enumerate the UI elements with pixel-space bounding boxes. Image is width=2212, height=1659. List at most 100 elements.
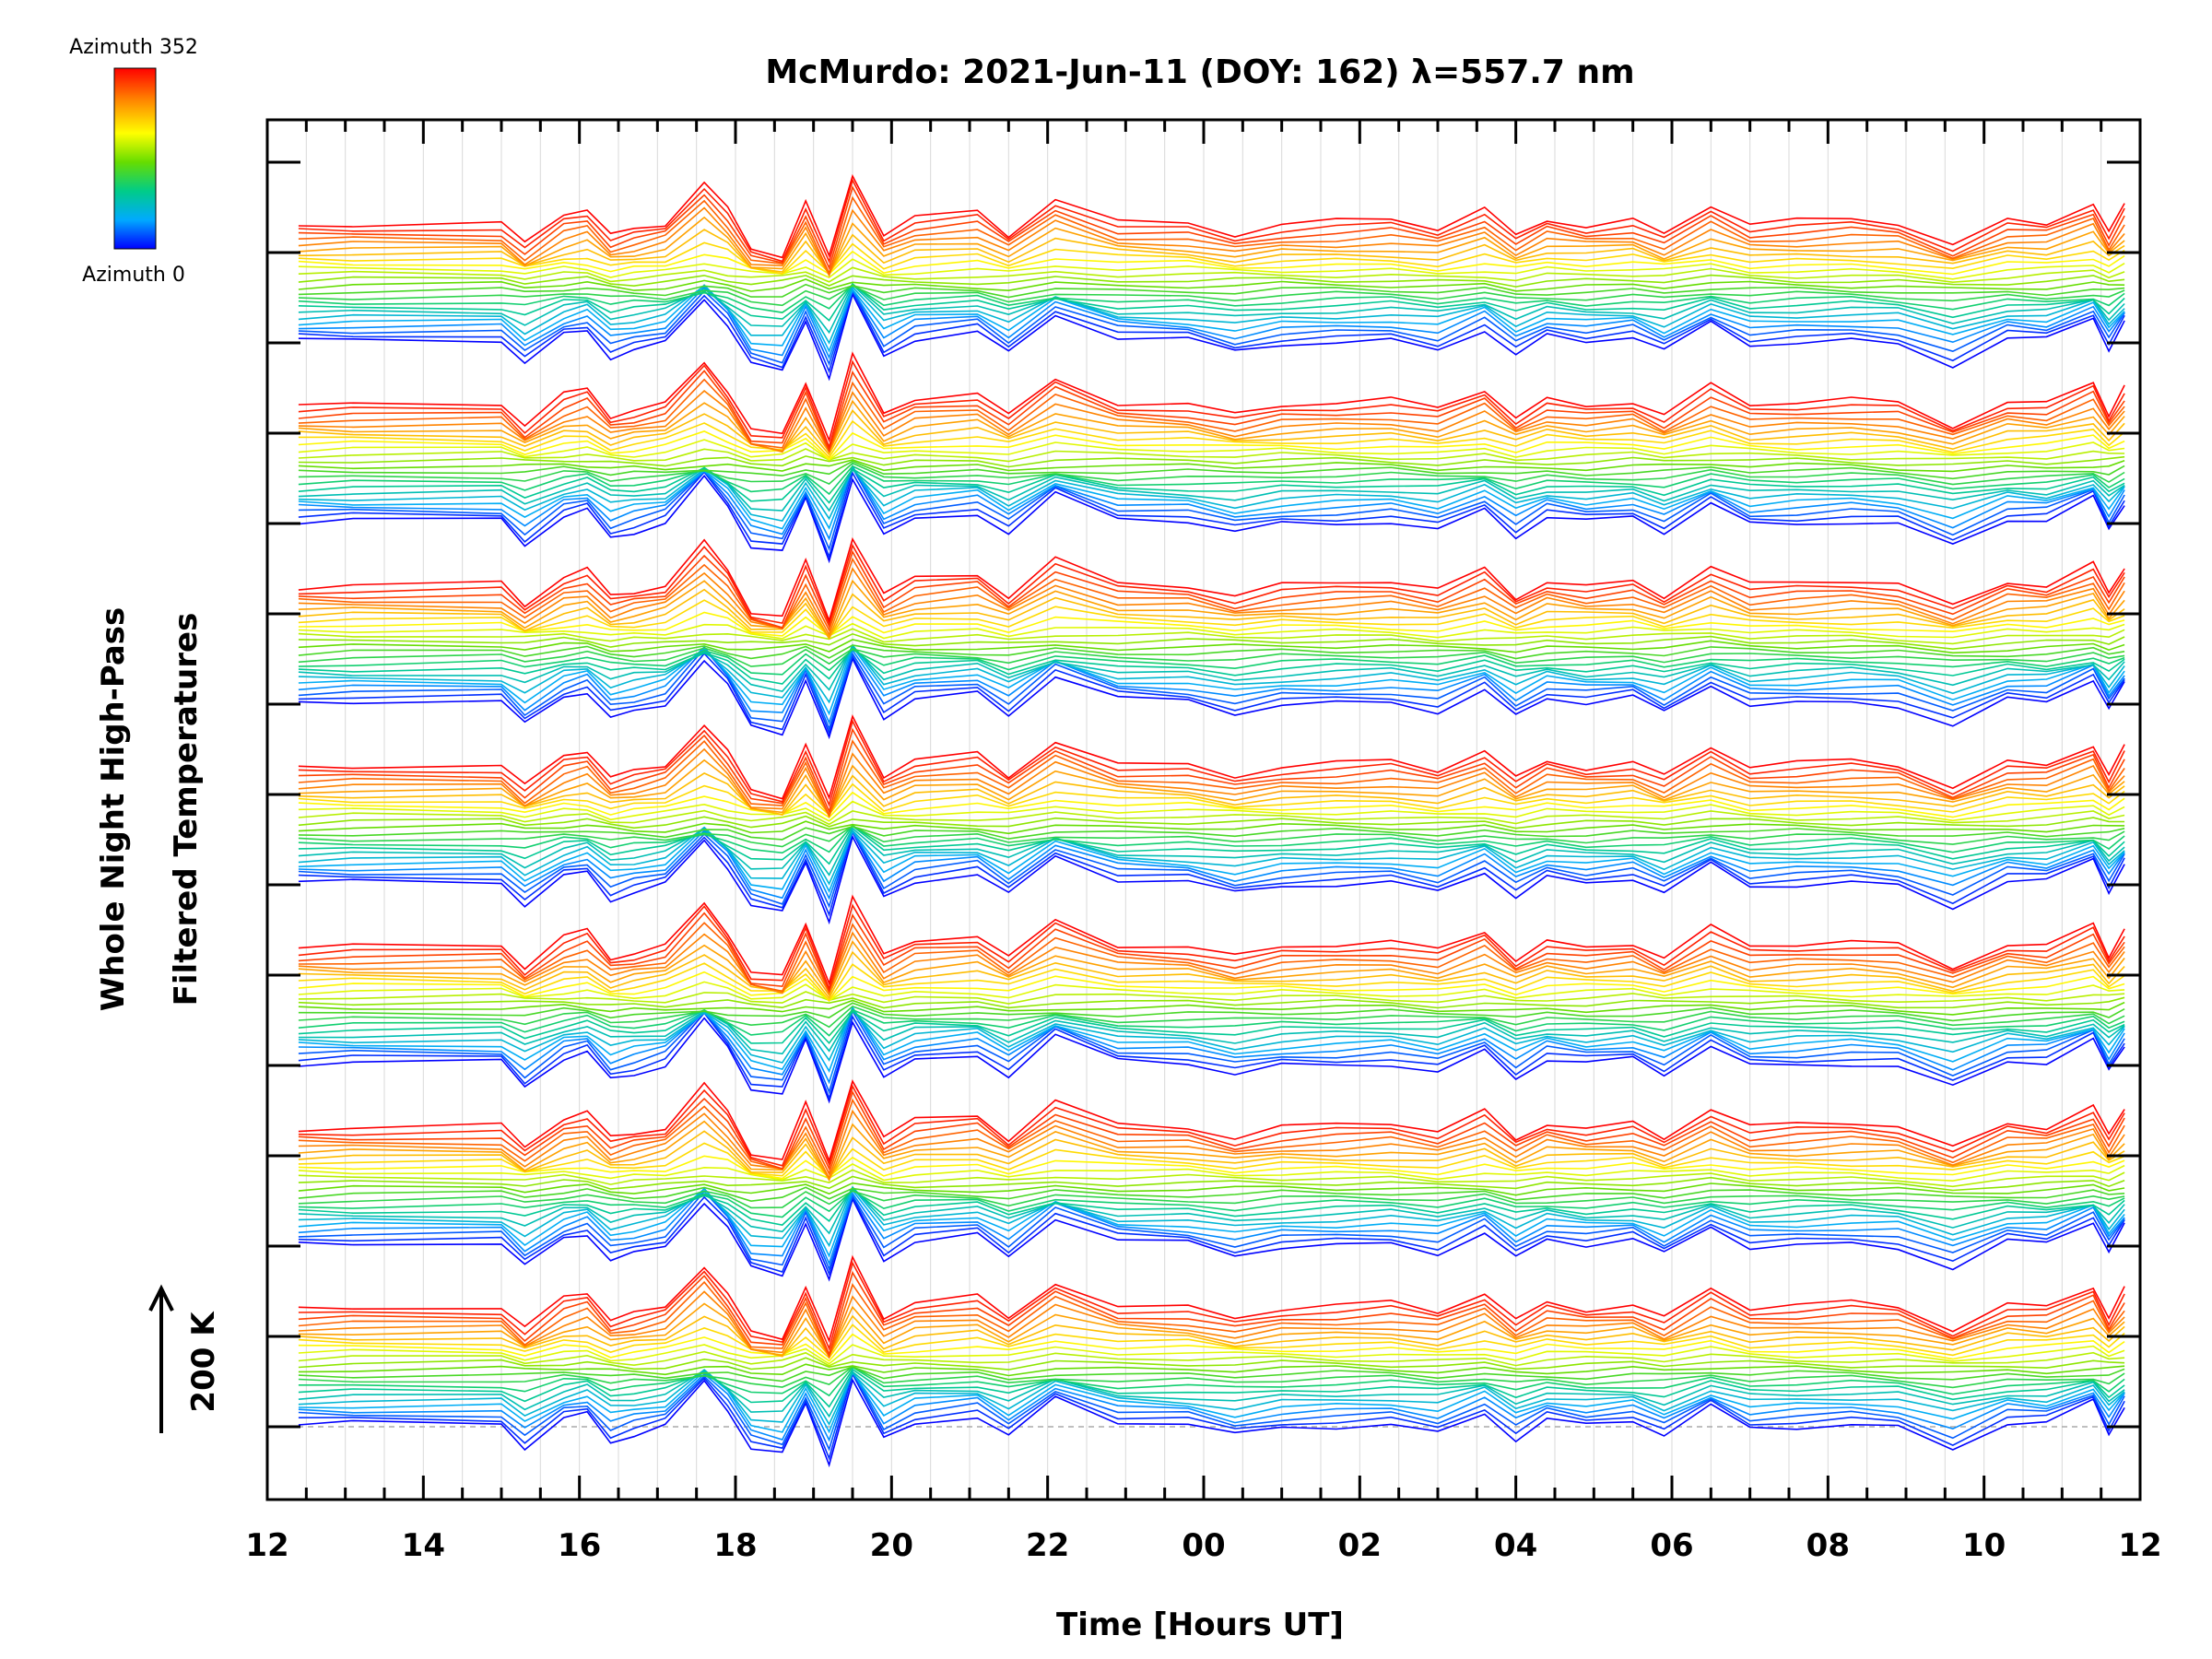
series-line xyxy=(298,999,2125,1016)
series-line xyxy=(298,1369,2125,1418)
scale-label: 200 K xyxy=(185,1311,222,1413)
series-line xyxy=(298,1290,2125,1359)
series-line xyxy=(298,467,2125,522)
series-line xyxy=(298,465,2125,530)
series-line xyxy=(298,1344,2125,1365)
x-tick-label: 10 xyxy=(1962,1527,2006,1564)
series-line xyxy=(298,827,2125,877)
series-line xyxy=(298,1155,2125,1180)
vertical-gridlines xyxy=(305,120,2102,1500)
series-line xyxy=(298,1098,2125,1176)
series-line xyxy=(298,283,2125,299)
series-line xyxy=(298,282,2125,322)
x-tick-labels: 12 14 16 18 20 22 00 02 04 06 08 10 12 xyxy=(245,1527,2161,1564)
axis-ticks xyxy=(265,120,2142,1500)
series-line xyxy=(298,894,2125,986)
series-line xyxy=(298,645,2125,725)
series-line xyxy=(298,747,2125,818)
series-line xyxy=(298,1302,2125,1358)
series-line xyxy=(298,1169,2125,1188)
series-line xyxy=(298,288,2125,367)
series-line xyxy=(298,996,2125,1009)
series-line xyxy=(298,644,2125,692)
series-line xyxy=(298,286,2125,360)
series-line xyxy=(298,250,2125,276)
series-line xyxy=(298,830,2125,917)
series-line xyxy=(298,599,2125,639)
series-line xyxy=(298,1261,2125,1351)
series-line xyxy=(298,1370,2125,1442)
x-tick-label: 14 xyxy=(402,1527,445,1564)
series-line xyxy=(298,1142,2125,1179)
series-line xyxy=(298,465,2125,496)
series-line xyxy=(298,464,2125,541)
series-line xyxy=(298,1363,2125,1377)
series-line xyxy=(298,809,2125,826)
series-line xyxy=(298,1324,2125,1359)
series-line xyxy=(298,827,2125,893)
series-line xyxy=(298,1371,2125,1461)
series-line xyxy=(298,647,2125,667)
series-line xyxy=(298,649,2125,676)
series-line xyxy=(298,1186,2125,1248)
series-line xyxy=(298,1366,2125,1397)
series-line xyxy=(298,359,2125,450)
series-line xyxy=(298,991,2125,1005)
series-line xyxy=(298,825,2125,841)
series-line xyxy=(298,378,2125,453)
series-line xyxy=(298,1190,2125,1209)
series-line xyxy=(298,419,2125,459)
series-line xyxy=(298,1368,2125,1408)
series-line xyxy=(298,834,2125,925)
series-line xyxy=(298,258,2125,280)
series-line xyxy=(298,782,2125,817)
series-line xyxy=(298,815,2125,830)
series-line xyxy=(298,543,2125,626)
series-line xyxy=(298,567,2125,637)
series-line xyxy=(298,829,2125,909)
series-line xyxy=(298,622,2125,640)
x-tick-label: 18 xyxy=(713,1527,757,1564)
series-line xyxy=(298,1333,2125,1362)
y-axis-label-line2: Filtered Temperatures xyxy=(168,613,205,1006)
series-line xyxy=(298,1254,2125,1344)
x-tick-label: 00 xyxy=(1182,1527,1225,1564)
series-line xyxy=(298,430,2125,461)
series-line xyxy=(298,588,2125,641)
x-tick-label: 08 xyxy=(1806,1527,1850,1564)
series-line xyxy=(298,1002,2125,1022)
series-line xyxy=(298,229,2125,276)
series-line xyxy=(298,1190,2125,1272)
series-line xyxy=(298,1314,2125,1358)
series-line xyxy=(298,652,2125,735)
series-line xyxy=(298,288,2125,374)
series-line xyxy=(298,719,2125,807)
temperature-series xyxy=(298,173,2125,1468)
series-line xyxy=(298,1109,2125,1181)
series-line xyxy=(298,195,2125,276)
series-line xyxy=(298,1357,2125,1371)
series-line xyxy=(298,399,2125,454)
x-tick-label: 12 xyxy=(245,1527,288,1564)
series-line xyxy=(298,206,2125,277)
series-line xyxy=(298,241,2125,275)
series-line xyxy=(298,466,2125,504)
series-line xyxy=(298,644,2125,660)
series-line xyxy=(298,178,2125,265)
series-line xyxy=(298,460,2125,480)
series-line xyxy=(298,292,2125,382)
series-line xyxy=(298,448,2125,463)
series-line xyxy=(298,1280,2125,1359)
x-axis-label: Time [Hours UT] xyxy=(1056,1606,1344,1643)
series-line xyxy=(298,1005,2125,1029)
series-line xyxy=(298,912,2125,994)
series-line xyxy=(298,1084,2125,1167)
series-line xyxy=(298,455,2125,468)
series-line xyxy=(298,266,2125,284)
series-line xyxy=(298,714,2125,800)
series-line xyxy=(298,439,2125,461)
series-line xyxy=(298,1196,2125,1282)
series-line xyxy=(298,278,2125,292)
series-line xyxy=(298,283,2125,313)
x-tick-label: 16 xyxy=(558,1527,601,1564)
